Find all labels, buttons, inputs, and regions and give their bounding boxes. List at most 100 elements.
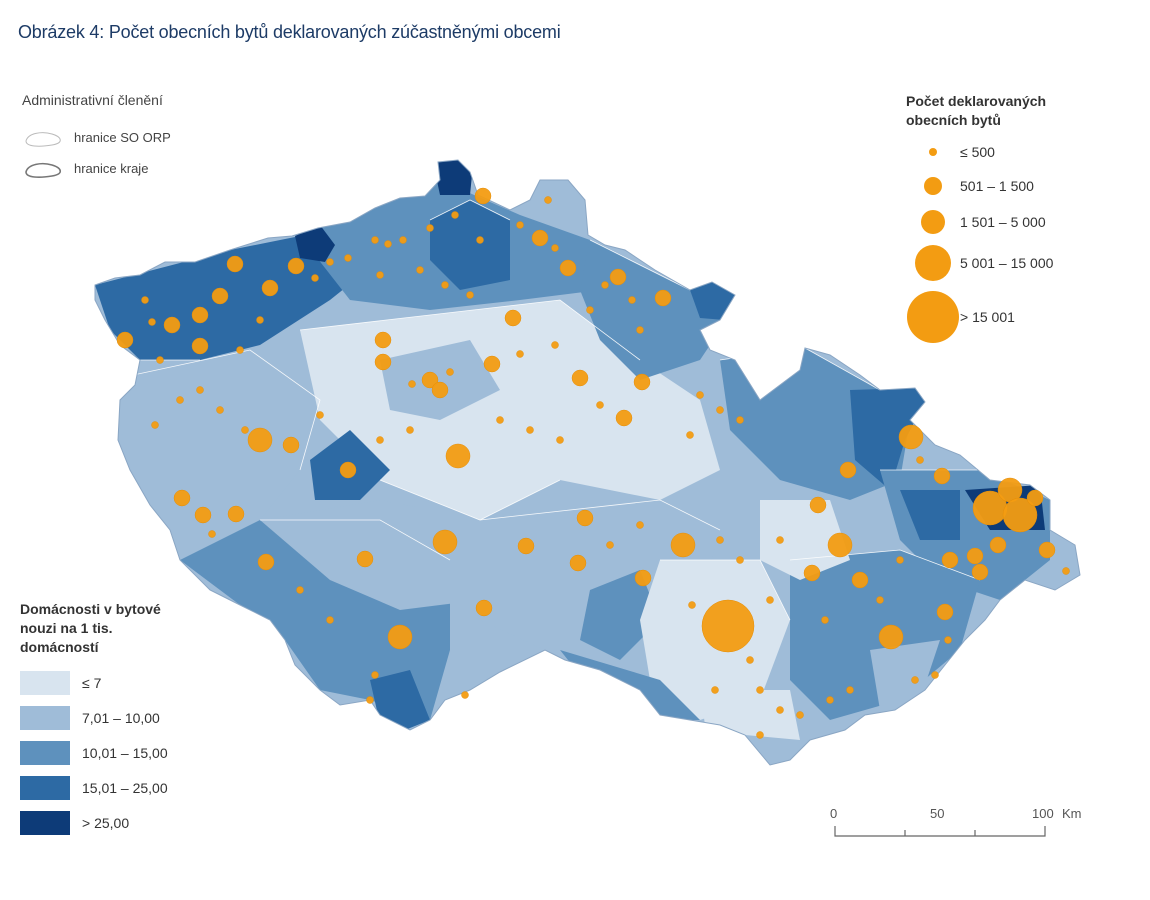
housing-bubble	[898, 424, 924, 450]
housing-bubble	[257, 553, 275, 571]
housing-bubble	[163, 316, 181, 334]
housing-bubble	[531, 229, 549, 247]
housing-bubble	[526, 426, 534, 434]
housing-bubble	[571, 369, 589, 387]
choropleth-legend-row: 7,01 – 10,00	[20, 700, 210, 735]
bubble-size-3-icon	[921, 210, 945, 234]
housing-bubble	[326, 258, 334, 266]
housing-bubble	[148, 318, 156, 326]
housing-bubble	[431, 381, 449, 399]
housing-bubble	[116, 331, 134, 349]
housing-bubble	[191, 306, 209, 324]
housing-bubble	[408, 380, 416, 388]
housing-bubble	[556, 436, 564, 444]
bubble-legend-heading-line: obecních bytů	[906, 112, 1001, 128]
bubble-legend-row: > 15 001	[906, 286, 1053, 348]
housing-bubble	[809, 496, 827, 514]
housing-bubble	[776, 536, 784, 544]
scale-label-100: 100	[1032, 806, 1054, 821]
choropleth-legend-row: ≤ 7	[20, 665, 210, 700]
housing-bubble	[586, 306, 594, 314]
housing-bubble	[636, 326, 644, 334]
housing-bubble	[944, 636, 952, 644]
housing-bubble	[141, 296, 149, 304]
region-breclav-light	[700, 690, 800, 740]
region-decin-darkest	[433, 160, 472, 195]
housing-bubble	[476, 236, 484, 244]
bubble-size-4-icon	[915, 245, 951, 281]
choropleth-legend-label: 7,01 – 10,00	[82, 709, 160, 726]
bubble-legend-heading-line: Počet deklarovaných	[906, 93, 1047, 109]
housing-bubble	[716, 536, 724, 544]
choropleth-legend-label: 15,01 – 25,00	[82, 779, 168, 796]
housing-bubble	[633, 373, 651, 391]
orp-boundaries	[109, 199, 981, 621]
housing-bubble	[916, 456, 924, 464]
housing-bubble	[483, 355, 501, 373]
housing-bubble	[1002, 497, 1038, 533]
housing-bubble	[216, 406, 224, 414]
housing-bubble	[376, 436, 384, 444]
choropleth-legend-heading: Domácnosti v bytové nouzi na 1 tis. domá…	[20, 600, 210, 657]
bubble-legend-row: ≤ 500	[906, 136, 1053, 168]
housing-bubble	[966, 547, 984, 565]
housing-bubble	[156, 356, 164, 364]
housing-bubble	[931, 671, 939, 679]
housing-bubble	[933, 467, 951, 485]
housing-bubble	[451, 211, 459, 219]
region-broumov	[690, 282, 735, 320]
figure-title: Obrázek 4: Počet obecních bytů deklarova…	[18, 22, 561, 42]
housing-bubble	[517, 537, 535, 555]
color-swatch	[20, 740, 70, 765]
scale-label-0: 0	[830, 806, 838, 821]
boundary-line	[789, 549, 981, 581]
housing-bubble	[576, 509, 594, 527]
housing-bubble	[989, 536, 1007, 554]
housing-bubble	[551, 341, 559, 349]
housing-bubble	[846, 686, 854, 694]
housing-bubble	[701, 599, 755, 653]
housing-bubble	[287, 257, 305, 275]
region-jesenik-dark	[850, 388, 925, 490]
housing-bubble	[544, 196, 552, 204]
housing-bubble	[827, 532, 853, 558]
housing-bubble	[896, 556, 904, 564]
housing-bubble	[716, 406, 724, 414]
housing-bubble	[696, 391, 704, 399]
housing-bubble	[516, 221, 524, 229]
housing-bubble	[803, 564, 821, 582]
admin-legend-row: hranice kraje	[22, 153, 171, 184]
housing-bubble	[615, 409, 633, 427]
scale-bar-line	[834, 826, 1046, 837]
housing-bubble	[711, 686, 719, 694]
housing-bubble	[374, 331, 392, 349]
scale-label-50: 50	[930, 806, 945, 821]
admin-legend-heading: Administrativní členění	[22, 92, 163, 108]
bubble-legend-row: 501 – 1 500	[906, 168, 1053, 204]
housing-bubble	[609, 268, 627, 286]
housing-bubble	[296, 586, 304, 594]
choropleth-legend-row: > 25,00	[20, 805, 210, 840]
choropleth-legend: Domácnosti v bytové nouzi na 1 tis. domá…	[20, 600, 210, 840]
color-swatch	[20, 670, 70, 695]
housing-bubble	[766, 596, 774, 604]
choropleth-legend-label: 10,01 – 15,00	[82, 744, 168, 761]
region-vysocina-dark	[580, 570, 660, 660]
region-usti-darkest	[295, 225, 335, 262]
admin-legend-label: hranice kraje	[74, 161, 149, 176]
scale-unit: Km	[1062, 806, 1082, 821]
housing-bubble	[406, 426, 414, 434]
housing-bubble	[366, 696, 374, 704]
bubble-legend-label: > 15 001	[960, 309, 1015, 325]
housing-bubble	[151, 421, 159, 429]
housing-bubble	[208, 530, 216, 538]
bubble-legend: Počet deklarovaných obecních bytů ≤ 500 …	[906, 92, 1053, 348]
scale-bar: 0 50 100 Km	[830, 806, 1090, 846]
housing-bubble	[326, 616, 334, 624]
housing-bubble	[688, 601, 696, 609]
housing-bubble	[826, 696, 834, 704]
housing-bubble	[384, 240, 392, 248]
choropleth-heading-line: domácností	[20, 639, 99, 655]
housing-bubble	[746, 656, 754, 664]
